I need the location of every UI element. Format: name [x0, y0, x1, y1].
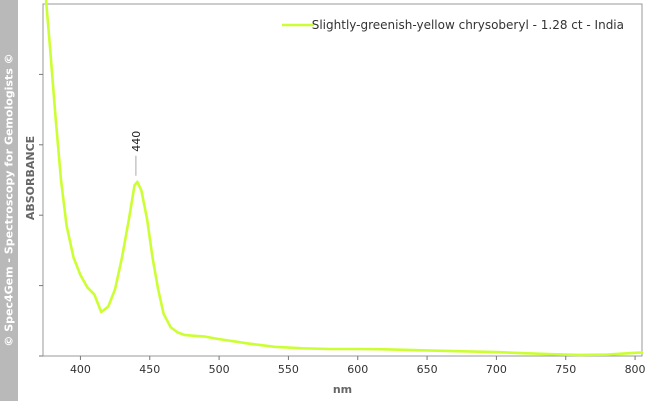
- x-axis-ticks: 400 450 500 550 600 650 700 750 800: [70, 356, 646, 376]
- plot-frame: [42, 3, 643, 357]
- series-layer: [44, 0, 644, 357]
- x-tick-label: 750: [555, 363, 576, 376]
- x-tick-label: 800: [625, 363, 646, 376]
- peak-label: 440: [130, 131, 143, 152]
- x-tick-label: 550: [278, 363, 299, 376]
- x-tick-label: 500: [209, 363, 230, 376]
- plot-border: [42, 3, 643, 357]
- legend-label: Slightly-greenish-yellow chrysoberyl - 1…: [312, 18, 624, 32]
- x-tick-label: 400: [70, 363, 91, 376]
- side-banner: © Spec4Gem - Spectroscopy for Gemologist…: [0, 0, 18, 401]
- spectrum-line: [44, 0, 644, 357]
- annotation-layer: 440: [130, 131, 143, 176]
- x-tick-label: 450: [139, 363, 160, 376]
- legend: Slightly-greenish-yellow chrysoberyl - 1…: [282, 18, 624, 32]
- y-axis-ticks: [39, 73, 43, 357]
- y-axis-title: ABSORBANCE: [24, 136, 37, 220]
- x-tick-label: 700: [486, 363, 507, 376]
- x-tick-label: 650: [417, 363, 438, 376]
- x-axis-title: nm: [333, 383, 352, 396]
- x-tick-label: 600: [347, 363, 368, 376]
